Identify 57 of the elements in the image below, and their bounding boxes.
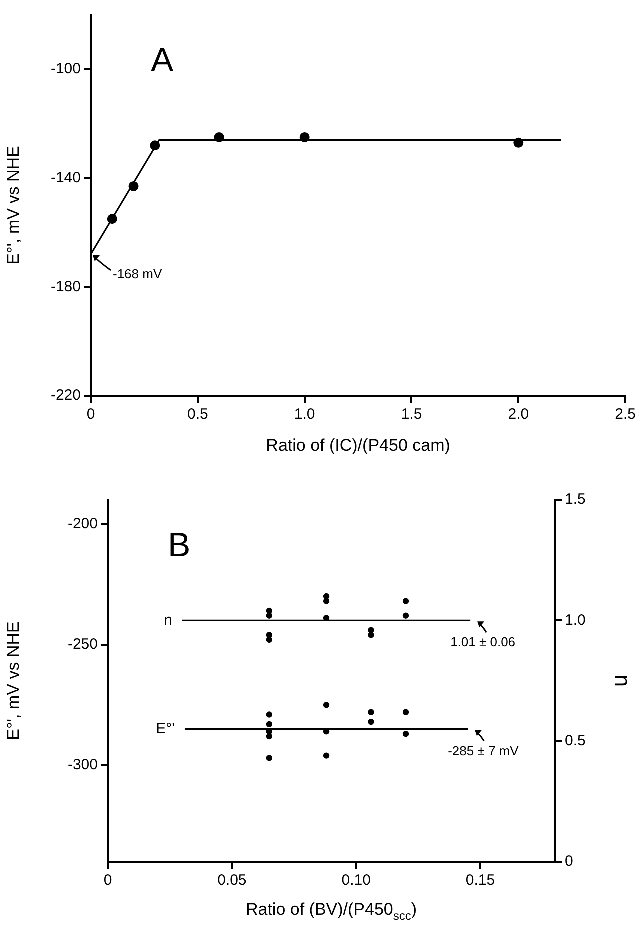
point xyxy=(368,632,374,638)
annotation: -285 ± 7 mV xyxy=(448,743,520,758)
point xyxy=(300,132,310,142)
y-tick-label: -250 xyxy=(68,636,98,653)
annotation: 1.01 ± 0.06 xyxy=(450,634,516,650)
x-tick-label: 2.5 xyxy=(615,406,636,424)
point xyxy=(368,718,374,726)
y-tick-label: -140 xyxy=(50,169,81,186)
y-tick-label: -220 xyxy=(50,387,81,404)
point xyxy=(402,598,410,604)
point xyxy=(107,214,118,224)
point xyxy=(368,709,374,716)
y-axis-title: E°', mV vs NHE xyxy=(4,146,23,265)
point xyxy=(402,730,410,738)
point xyxy=(214,132,224,142)
y-tick-label: -180 xyxy=(50,278,81,296)
point xyxy=(266,612,273,619)
point xyxy=(266,636,273,644)
point xyxy=(128,181,139,192)
y2-tick-label: 0.5 xyxy=(565,732,586,750)
y-tick-label: -200 xyxy=(68,515,98,532)
point xyxy=(323,702,330,708)
point xyxy=(402,612,410,619)
point xyxy=(323,598,330,604)
x-tick-label: 0.15 xyxy=(466,872,496,890)
annotation: A xyxy=(151,41,174,80)
y2-tick-label: 0 xyxy=(565,853,574,870)
point xyxy=(266,755,273,762)
y-tick-label: -100 xyxy=(50,60,81,78)
y-axis-title: E°', mV vs NHE xyxy=(4,622,23,740)
x-tick-label: 0.10 xyxy=(342,872,371,890)
y2-tick-label: 1.5 xyxy=(565,491,586,508)
point xyxy=(266,608,273,614)
point xyxy=(266,721,273,728)
series-label: n xyxy=(164,612,172,629)
annotation: B xyxy=(168,526,191,564)
point xyxy=(266,632,273,638)
x-tick-label: 1.5 xyxy=(401,406,422,424)
x-tick-label: 0 xyxy=(104,872,112,890)
y2-tick-label: 1.0 xyxy=(565,612,586,629)
x-tick-label: 0 xyxy=(86,406,96,424)
x-tick-label: 1.0 xyxy=(294,406,316,424)
x-tick-label: 2.0 xyxy=(508,406,530,424)
x-axis-title: Ratio of (IC)/(P450 cam) xyxy=(266,436,450,455)
point xyxy=(402,709,410,716)
point xyxy=(150,140,160,151)
x-tick-label: 0.05 xyxy=(218,872,247,890)
annotation: -168 mV xyxy=(113,266,162,282)
y-tick-label: -300 xyxy=(68,756,98,774)
point xyxy=(266,712,273,718)
point xyxy=(514,138,524,148)
point xyxy=(323,593,330,600)
x-tick-label: 0.5 xyxy=(187,406,208,424)
point xyxy=(266,733,273,740)
y2-axis-title: n xyxy=(610,674,636,688)
point xyxy=(323,752,330,759)
series-label: E°' xyxy=(156,720,176,738)
